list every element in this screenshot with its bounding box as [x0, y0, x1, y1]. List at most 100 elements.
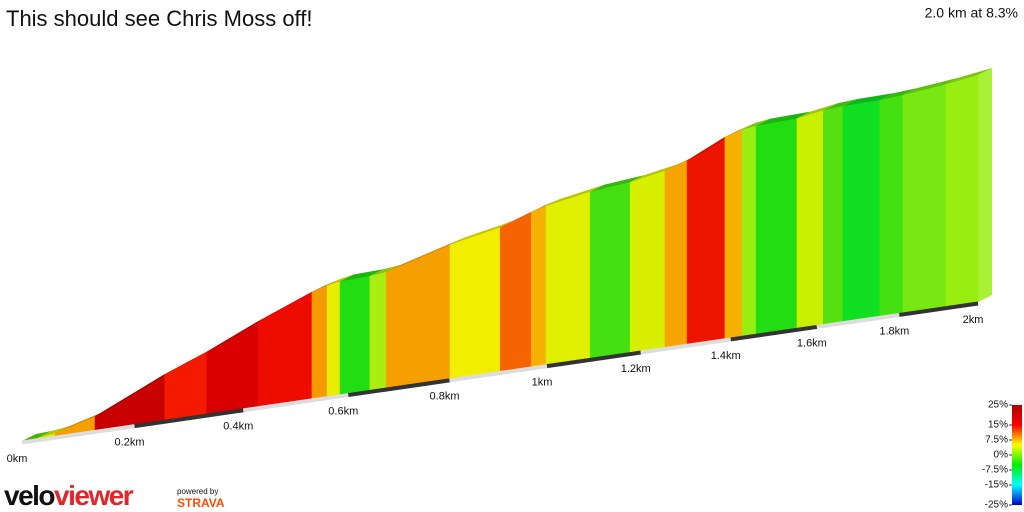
segment-top-face — [95, 367, 179, 417]
segment — [530, 205, 547, 368]
segment-top-shade — [95, 367, 179, 417]
segment — [842, 99, 881, 322]
end-face — [978, 67, 992, 302]
logo: veloviewer — [4, 480, 134, 511]
segment-top-face — [55, 409, 110, 434]
segment — [755, 118, 798, 335]
segment-top-shade — [311, 278, 342, 292]
track — [546, 350, 642, 369]
segment-top — [386, 237, 465, 272]
segment-top-face — [724, 122, 757, 138]
segment-top-shade — [945, 67, 992, 85]
segment-top-shade — [327, 274, 355, 286]
segment-top-face — [369, 264, 401, 277]
segment — [796, 109, 824, 329]
segment-top-shade — [340, 269, 384, 282]
track — [816, 312, 900, 329]
segment-top-face — [796, 103, 838, 119]
segment-top-face — [258, 284, 326, 322]
segment — [449, 227, 501, 380]
colorbar-label: 15% — [988, 420, 1008, 431]
x-tick-label: 1.6km — [797, 337, 827, 349]
segment-top-shade — [22, 430, 52, 441]
segment-top — [531, 198, 561, 213]
colorbar-label: 25% — [988, 400, 1008, 411]
segment — [206, 320, 259, 415]
segment-top — [450, 220, 515, 245]
segment — [945, 74, 979, 307]
segment-top — [879, 88, 917, 101]
segment-top-face — [630, 163, 679, 183]
segment-top-face — [902, 77, 960, 96]
segment-top-shade — [500, 205, 546, 228]
profile — [21, 67, 992, 445]
segment — [664, 160, 688, 348]
x-tick-label: 0.2km — [115, 437, 145, 449]
segment-top-shade — [206, 314, 273, 352]
segment-top-face — [311, 278, 342, 292]
segment-top-shade — [823, 99, 857, 111]
segment-top — [823, 99, 857, 111]
segment — [879, 94, 904, 317]
segment-top — [902, 77, 960, 96]
segment-top — [206, 314, 273, 352]
segment-top — [500, 205, 546, 228]
segment-top-face — [823, 99, 857, 111]
colorbar-label: -7.5% — [982, 465, 1008, 476]
segment-top-face — [340, 269, 384, 282]
segment-top — [369, 264, 401, 277]
logo-velo: velo — [4, 480, 55, 511]
segment-top-shade — [902, 77, 960, 96]
segment-top — [22, 430, 52, 441]
segment-top-face — [879, 88, 917, 101]
segment — [499, 211, 532, 372]
summary: 2.0 km at 8.3% — [925, 5, 1018, 21]
x-tick-label: 0km — [7, 453, 28, 465]
colorbar-label: -25% — [985, 500, 1008, 511]
segment-top — [590, 175, 645, 192]
segment-top-face — [546, 184, 605, 206]
segment-top — [95, 367, 179, 417]
segment-top-shade — [55, 409, 110, 434]
segment-top-face — [590, 175, 645, 192]
segment-top-face — [327, 274, 355, 286]
segment-top-face — [22, 430, 52, 441]
segment-top-face — [945, 67, 992, 85]
track — [347, 378, 450, 398]
segment — [741, 125, 757, 337]
segment — [686, 136, 726, 345]
x-tick-label: 0.6km — [328, 405, 358, 417]
track — [730, 324, 818, 342]
x-tick-label: 0.4km — [223, 421, 253, 433]
segment-top-shade — [796, 103, 838, 119]
segment-top-shade — [37, 426, 70, 438]
track — [899, 301, 979, 317]
segment-top — [311, 278, 342, 292]
segment-top-shade — [842, 93, 894, 107]
segment-top-face — [531, 198, 561, 213]
segment — [822, 105, 844, 325]
segment — [326, 280, 341, 397]
colorbar-label: 7.5% — [985, 435, 1008, 446]
segment — [257, 291, 313, 407]
segment — [629, 170, 666, 353]
x-tick-label: 1.4km — [711, 350, 741, 362]
segment-top-shade — [756, 111, 811, 126]
x-tick-label: 2km — [963, 314, 984, 326]
segment-top-face — [842, 93, 894, 107]
segment-top-shade — [879, 88, 917, 101]
x-tick-label: 1.2km — [621, 363, 651, 375]
colorbar-label: 0% — [994, 450, 1009, 461]
segment-top — [945, 67, 992, 85]
segment-top-shade — [742, 118, 771, 130]
segment-top-shade — [369, 264, 401, 277]
powered-by: powered by — [177, 487, 218, 496]
segment-top-shade — [450, 220, 515, 245]
chart-title: This should see Chris Moss off! — [6, 6, 313, 31]
segment — [724, 129, 743, 340]
segment-top — [630, 163, 679, 183]
segment-top-shade — [724, 122, 757, 138]
segment-top — [37, 426, 70, 438]
track — [242, 393, 349, 413]
segment-top-shade — [630, 163, 679, 183]
